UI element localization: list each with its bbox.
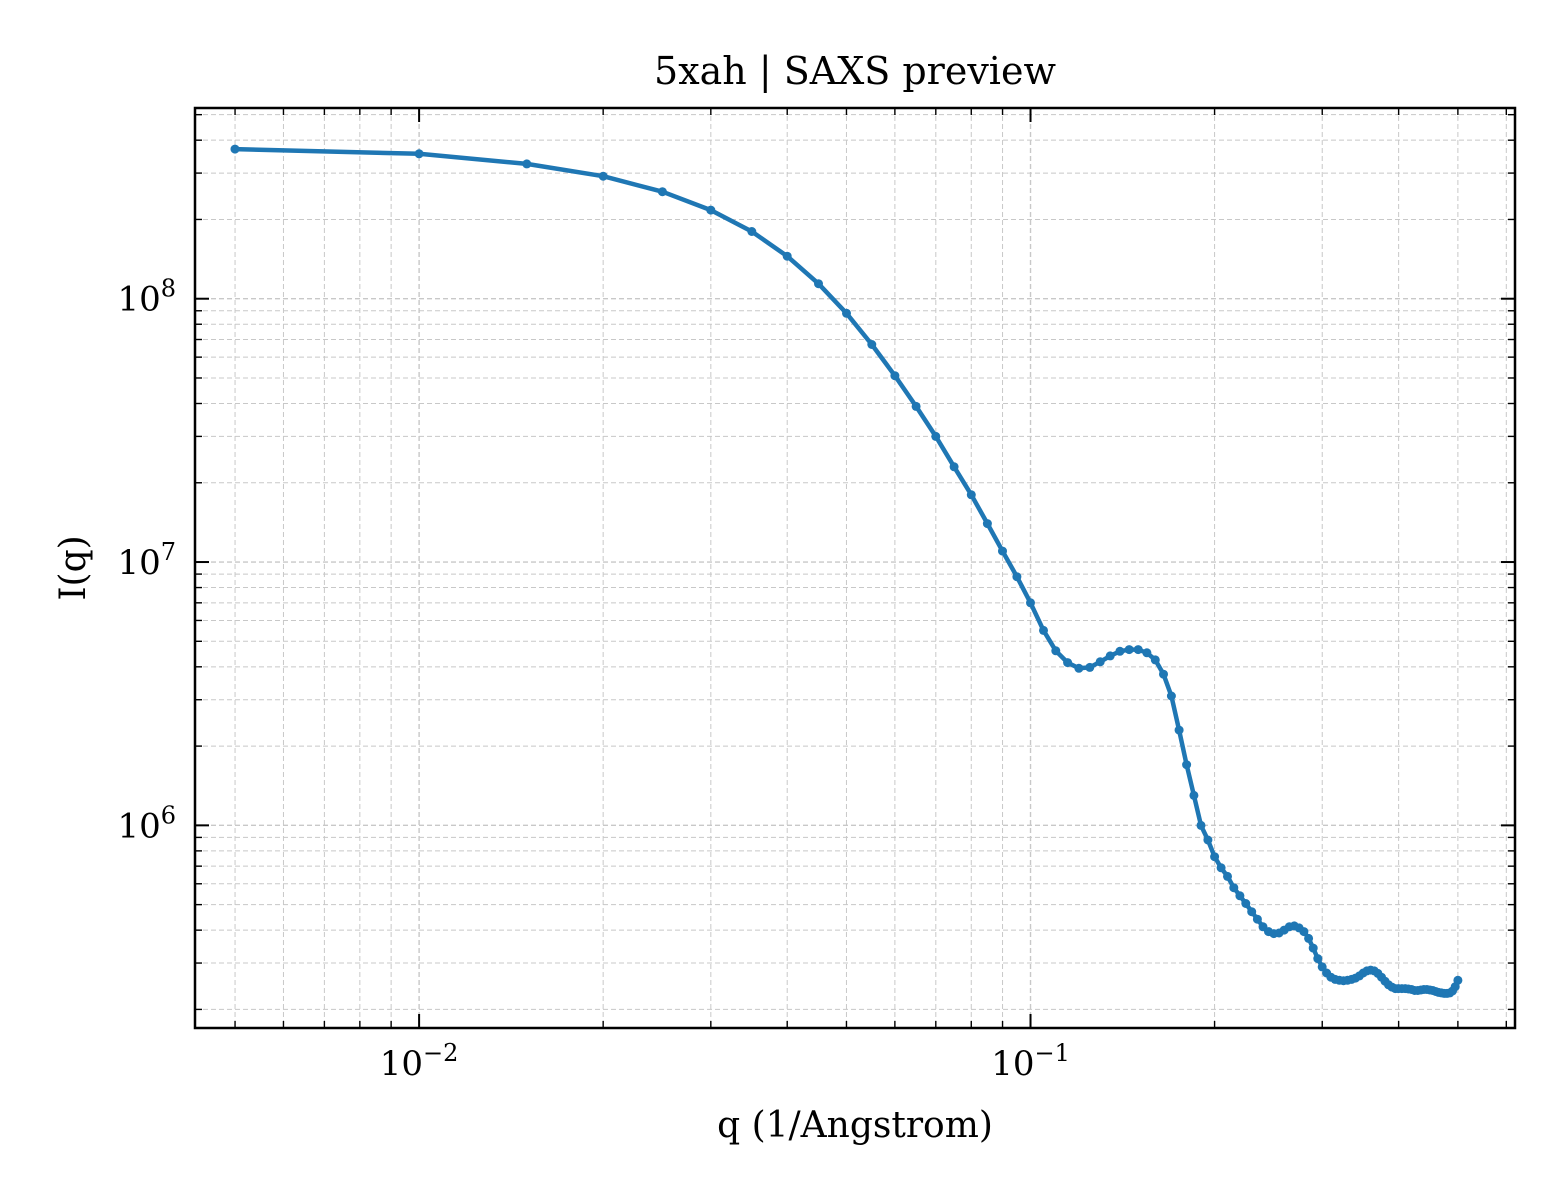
data-point bbox=[867, 340, 877, 349]
data-point bbox=[1241, 899, 1251, 908]
data-point bbox=[1142, 648, 1152, 658]
data-point bbox=[782, 251, 792, 261]
data-point bbox=[1235, 891, 1245, 901]
data-point bbox=[1304, 933, 1314, 943]
series-line bbox=[232, 146, 1461, 996]
data-point bbox=[1216, 863, 1226, 873]
data-point bbox=[1196, 820, 1206, 830]
data-point bbox=[1229, 883, 1239, 893]
data-point bbox=[706, 205, 716, 215]
data-point bbox=[1133, 645, 1143, 655]
y-tick-label: 106 bbox=[117, 801, 176, 846]
data-point bbox=[1051, 646, 1061, 656]
data-point bbox=[1210, 852, 1220, 862]
data-point bbox=[1203, 835, 1213, 845]
data-point bbox=[522, 159, 532, 169]
data-point bbox=[1150, 655, 1160, 665]
data-point bbox=[657, 187, 667, 197]
data-point bbox=[1252, 914, 1262, 924]
data-point bbox=[1453, 975, 1463, 985]
grid bbox=[195, 108, 1515, 1028]
data-point bbox=[1039, 625, 1048, 635]
y-tick-label: 107 bbox=[117, 538, 176, 583]
data-point bbox=[931, 431, 941, 441]
ticks bbox=[195, 108, 1515, 1028]
x-axis-label: q (1/Angstrom) bbox=[717, 1105, 993, 1146]
data-point bbox=[1074, 663, 1084, 673]
data-point bbox=[911, 401, 921, 411]
data-point bbox=[1115, 646, 1125, 656]
data-point bbox=[1308, 943, 1318, 953]
data-point bbox=[230, 144, 240, 154]
data-point bbox=[1063, 658, 1073, 668]
data-point bbox=[1026, 598, 1035, 608]
data-point bbox=[1095, 657, 1105, 667]
data-point bbox=[598, 171, 608, 181]
y-axis-label: I(q) bbox=[53, 535, 94, 600]
data-point bbox=[1174, 725, 1184, 735]
data-point bbox=[998, 546, 1007, 556]
data-point bbox=[1085, 662, 1095, 672]
data-point bbox=[1105, 651, 1115, 661]
data-point bbox=[982, 519, 992, 529]
data-point bbox=[747, 227, 757, 236]
data-point bbox=[1182, 760, 1192, 770]
data-point bbox=[890, 371, 900, 381]
plot-frame bbox=[193, 106, 1517, 1030]
data-point bbox=[949, 462, 959, 472]
chart-title: 5xah | SAXS preview bbox=[654, 49, 1056, 93]
data-point bbox=[1223, 871, 1232, 881]
data-point bbox=[1247, 907, 1257, 917]
data-point bbox=[1313, 954, 1323, 964]
data-point bbox=[1189, 790, 1199, 800]
data-point bbox=[1159, 669, 1168, 679]
data-point bbox=[1124, 645, 1134, 655]
series-layer bbox=[230, 144, 1463, 998]
data-point bbox=[414, 149, 424, 159]
x-tick-label: 10−1 bbox=[991, 1039, 1070, 1084]
data-point bbox=[1166, 691, 1176, 701]
data-point bbox=[1299, 927, 1309, 937]
data-point bbox=[842, 308, 851, 318]
data-point bbox=[1012, 572, 1022, 582]
x-tick-label: 10−2 bbox=[380, 1039, 459, 1084]
data-point bbox=[814, 279, 823, 289]
y-tick-label: 108 bbox=[117, 275, 176, 320]
data-point bbox=[966, 490, 976, 500]
